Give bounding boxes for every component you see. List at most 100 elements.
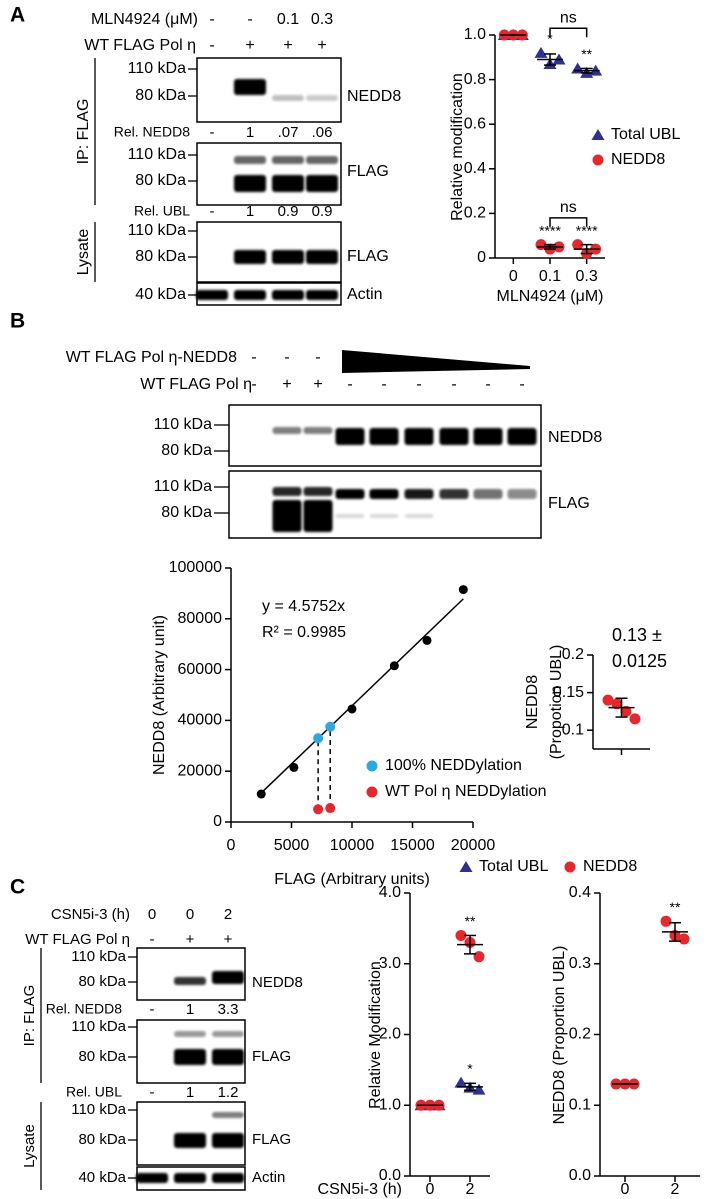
size-marker: 80 kDa <box>135 87 186 104</box>
data-point <box>473 951 485 963</box>
quant-value: - <box>210 203 215 220</box>
lane-label: - <box>209 11 214 28</box>
blot-band <box>174 1031 206 1037</box>
x-tick-label: 10000 <box>330 837 375 854</box>
quant-value: - <box>150 1084 155 1101</box>
y-tick-label: 0.6 <box>464 115 486 132</box>
lane-label: + <box>186 931 195 948</box>
probe-label: FLAG <box>548 495 590 512</box>
blot-band <box>212 1049 244 1065</box>
probe-label: FLAG <box>347 248 389 265</box>
quant-value: 0.9 <box>312 203 333 220</box>
blot-band <box>439 489 469 499</box>
blot-band <box>439 428 469 445</box>
data-point <box>422 635 432 645</box>
header-label: WT FLAG Pol η <box>140 376 252 393</box>
blot-band <box>303 427 333 434</box>
quant-label: Rel. NEDD8 <box>114 124 190 140</box>
y-axis-title: NEDD8 <box>524 675 541 729</box>
x-tick-label: 0.3 <box>576 268 598 285</box>
data-point <box>678 933 690 945</box>
quant-value: 1.2 <box>218 1084 239 1101</box>
blot-band <box>473 489 503 499</box>
data-point <box>289 762 299 772</box>
x-tick-label: 0.1 <box>539 268 561 285</box>
blot-band <box>404 489 434 499</box>
lane-label: + <box>317 37 326 54</box>
significance-label: * <box>547 31 553 47</box>
significance-label: * <box>467 1060 473 1076</box>
lane-label: 0 <box>148 906 156 923</box>
panel-label: A <box>10 4 25 27</box>
size-marker: 40 kDa <box>78 1169 126 1186</box>
blot-band <box>196 290 228 300</box>
legend-label: Total UBL <box>479 858 548 875</box>
data-point <box>313 804 324 815</box>
y-tick-label: 0.0 <box>569 1167 591 1184</box>
blot-band <box>234 156 266 164</box>
lane-label: - <box>315 349 320 366</box>
y-axis-title: NEDD8 (Arbitrary unit) <box>151 615 168 775</box>
lane-label: 0.3 <box>311 11 333 28</box>
size-marker: 110 kDa <box>71 1101 126 1118</box>
x-axis-title: FLAG (Arbitrary units) <box>274 871 430 888</box>
header-label: WT FLAG Pol η <box>25 931 130 948</box>
x-tick-label: 0 <box>426 1181 435 1198</box>
y-tick-label: 0.4 <box>569 884 591 901</box>
bracket-label: ns <box>560 199 577 216</box>
data-point <box>472 1083 486 1095</box>
blot-band <box>272 487 302 496</box>
quant-value: 1 <box>246 124 254 141</box>
quant-value: .07 <box>278 124 299 141</box>
quant-value: 3.3 <box>218 1001 239 1018</box>
group-label: IP: FLAG <box>75 99 92 165</box>
data-point <box>455 929 467 941</box>
y-tick-label: 0.1 <box>569 1096 591 1113</box>
blot-band <box>272 427 302 434</box>
annotation: 0.0125 <box>612 651 667 671</box>
significance-label: ** <box>465 913 476 929</box>
blot-band <box>272 156 304 164</box>
lane-label: + <box>313 376 322 393</box>
lane-label: - <box>284 349 289 366</box>
blot-band <box>404 428 434 445</box>
quant-value: .06 <box>312 124 333 141</box>
y-tick-label: 4.0 <box>379 884 401 901</box>
data-point <box>602 694 614 706</box>
size-marker: 110 kDa <box>128 222 187 239</box>
quant-value: 1 <box>186 1001 194 1018</box>
y-tick-label: 0.8 <box>464 71 486 88</box>
blot-band <box>234 175 266 192</box>
significance-label: ** <box>670 899 681 915</box>
y-tick-label: 0.4 <box>464 160 486 177</box>
probe-label: FLAG <box>252 1048 291 1065</box>
size-marker: 110 kDa <box>128 146 187 163</box>
x-tick-label: 0 <box>621 1181 630 1198</box>
size-marker: 80 kDa <box>78 1131 126 1148</box>
header-label: MLN4924 (μM) <box>91 11 198 28</box>
y-axis-title: Relative modification <box>449 73 466 221</box>
y-tick-label: 0 <box>213 813 222 830</box>
data-point <box>454 1076 468 1088</box>
data-point <box>389 661 399 671</box>
header-label: WT FLAG Pol η-NEDD8 <box>66 349 237 366</box>
y-tick-label: 0.2 <box>464 205 486 222</box>
legend-label: NEDD8 <box>583 858 637 875</box>
y-tick-label: 0.2 <box>562 646 584 663</box>
blot-band <box>306 290 338 300</box>
blot-band <box>335 514 365 518</box>
legend-marker <box>459 861 473 872</box>
panel-label: B <box>10 310 25 333</box>
legend-label: NEDD8 <box>611 151 665 168</box>
blot-band <box>473 428 503 445</box>
data-point <box>347 704 357 714</box>
y-tick-label: 60000 <box>178 661 223 678</box>
blot-band <box>404 514 434 518</box>
blot-membrane <box>196 142 342 206</box>
y-tick-label: 80000 <box>178 610 223 627</box>
data-point <box>620 705 632 717</box>
size-marker: 110 kDa <box>154 416 213 433</box>
lane-label: + <box>283 37 292 54</box>
blot-band <box>174 1173 206 1183</box>
data-point <box>325 803 336 814</box>
